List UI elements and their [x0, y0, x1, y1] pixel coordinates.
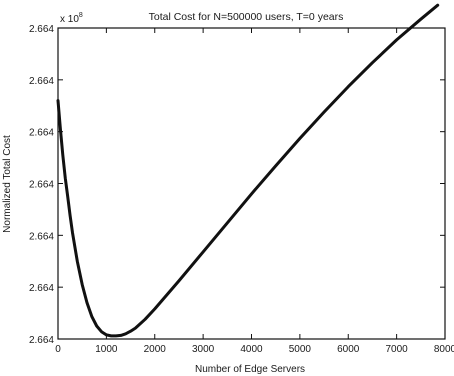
x-axis-ticks: 0 1000 2000 3000 4000 5000 6000 7000 8000: [55, 28, 454, 355]
y-axis-label: Normalized Total Cost: [2, 135, 13, 233]
x-tick-label: 2000: [144, 344, 167, 355]
x-tick-label: 4000: [240, 344, 263, 355]
x-axis-label: Number of Edge Servers: [195, 364, 305, 375]
y-tick-label: 2.664: [29, 231, 54, 242]
y-tick-label: 2.664: [29, 24, 54, 35]
x-tick-label: 3000: [192, 344, 215, 355]
x-tick-label: 1000: [95, 344, 118, 355]
x-tick-label: 8000: [434, 344, 454, 355]
y-tick-label: 2.664: [29, 283, 54, 294]
y-axis-ticks: 2.664 2.664 2.664 2.664 2.664 2.664 2.664: [29, 24, 445, 346]
y-tick-label: 2.664: [29, 76, 54, 87]
x-tick-label: 6000: [337, 344, 360, 355]
x-tick-label: 5000: [289, 344, 312, 355]
y-tick-label: 2.664: [29, 180, 54, 191]
y-tick-label: 2.664: [29, 335, 54, 346]
plot-area: [57, 27, 446, 340]
y-exponent-power: 8: [79, 12, 83, 19]
total-cost-line: [56, 3, 440, 338]
x-tick-label: 7000: [386, 344, 409, 355]
x-tick-label: 0: [55, 344, 61, 355]
y-exponent-label: x 108: [60, 12, 83, 25]
y-exponent-base: x 10: [60, 14, 79, 25]
chart-title: Total Cost for N=500000 users, T=0 years: [149, 11, 344, 23]
y-tick-label: 2.664: [29, 128, 54, 139]
